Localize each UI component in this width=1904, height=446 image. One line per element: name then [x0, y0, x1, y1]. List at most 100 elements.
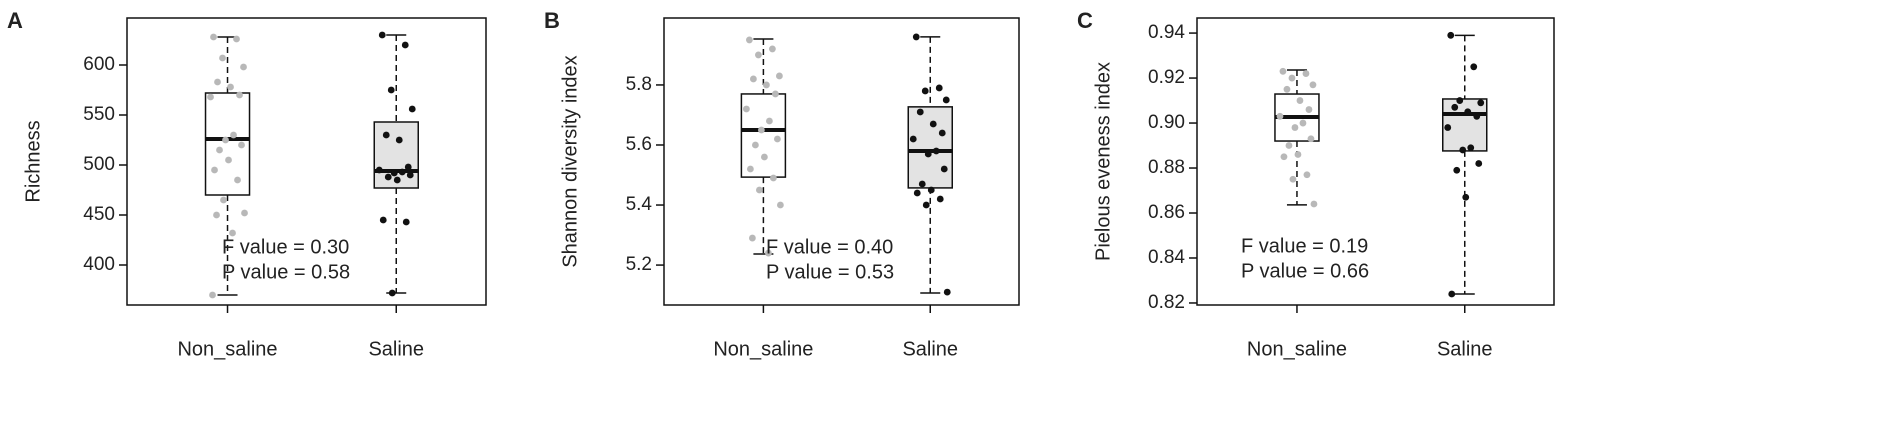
data-point — [227, 83, 234, 91]
data-point — [1289, 175, 1297, 183]
data-point — [406, 171, 414, 179]
data-point — [770, 174, 777, 182]
data-point — [207, 93, 214, 101]
data-point — [912, 33, 920, 41]
data-point — [1456, 97, 1464, 104]
data-point — [918, 180, 926, 188]
data-point — [758, 126, 765, 134]
panel-label: A — [7, 8, 23, 33]
data-point — [929, 120, 937, 128]
y-tick-label: 0.90 — [1148, 112, 1185, 133]
data-point — [402, 218, 410, 226]
data-point — [1464, 108, 1472, 116]
data-point — [936, 195, 944, 203]
data-point — [219, 54, 226, 62]
data-point — [1283, 85, 1291, 93]
data-point — [1309, 81, 1317, 89]
data-point — [942, 96, 950, 104]
data-point — [1299, 119, 1307, 127]
y-tick-label: 0.86 — [1148, 202, 1185, 223]
data-point — [240, 63, 247, 71]
annotation: F value = 0.30 — [222, 236, 349, 258]
data-point — [943, 288, 951, 296]
data-point — [761, 153, 768, 161]
box — [1442, 98, 1488, 152]
data-point — [916, 108, 924, 116]
data-point — [765, 249, 772, 257]
data-point — [1459, 146, 1467, 154]
data-point — [401, 41, 409, 49]
data-point — [393, 176, 401, 184]
panel-label: C — [1077, 8, 1093, 33]
data-point — [769, 45, 776, 53]
data-point — [408, 105, 416, 113]
data-point — [1475, 160, 1483, 167]
data-point — [772, 90, 779, 98]
data-point — [755, 51, 762, 59]
data-point — [909, 135, 917, 143]
data-point — [214, 78, 221, 86]
data-point — [1303, 171, 1311, 179]
y-tick-label: 0.94 — [1148, 22, 1185, 43]
data-point — [229, 229, 236, 237]
data-point — [1288, 74, 1296, 82]
y-axis-label: Shannon diversity index — [559, 55, 581, 267]
annotation: F value = 0.19 — [1241, 235, 1368, 257]
annotation: P value = 0.58 — [222, 261, 350, 283]
data-point — [390, 169, 398, 177]
data-point — [1470, 63, 1478, 71]
y-tick-label: 5.6 — [626, 134, 652, 155]
data-point — [220, 196, 227, 204]
x-tick-label: Saline — [902, 338, 958, 360]
data-point — [747, 165, 754, 173]
annotation: P value = 0.53 — [766, 261, 894, 283]
data-point — [921, 87, 929, 95]
data-point — [940, 165, 948, 173]
y-tick-label: 5.4 — [626, 194, 653, 215]
y-tick-label: 550 — [83, 104, 115, 125]
data-point — [938, 129, 946, 137]
data-point — [1291, 124, 1299, 131]
x-tick-label: Saline — [368, 338, 424, 360]
data-point — [1462, 193, 1470, 201]
plot-frame — [663, 17, 1020, 306]
data-point — [216, 146, 223, 154]
data-point — [209, 291, 216, 299]
data-point — [756, 186, 763, 194]
data-point — [1302, 70, 1310, 77]
data-point — [395, 136, 403, 144]
data-point — [1451, 103, 1459, 111]
data-point — [913, 189, 921, 197]
annotation: P value = 0.66 — [1241, 260, 1369, 282]
y-tick-label: 500 — [83, 154, 115, 175]
data-point — [238, 141, 245, 149]
y-tick-label: 5.8 — [626, 74, 652, 95]
y-axis-label: Pielous eveness index — [1092, 62, 1114, 261]
data-point — [750, 75, 757, 83]
data-point — [1453, 166, 1461, 174]
data-point — [225, 156, 232, 164]
data-point — [241, 209, 248, 217]
data-point — [236, 91, 243, 99]
y-tick-label: 600 — [83, 54, 115, 75]
data-point — [766, 117, 773, 125]
data-point — [1477, 99, 1485, 107]
y-tick-label: 0.92 — [1148, 67, 1185, 88]
y-tick-label: 450 — [83, 204, 115, 225]
x-tick-label: Non_saline — [177, 338, 277, 360]
data-point — [1296, 97, 1304, 104]
x-tick-label: Non_saline — [713, 338, 813, 360]
data-point — [1444, 124, 1452, 131]
annotation: F value = 0.40 — [766, 236, 893, 258]
data-point — [387, 86, 395, 94]
data-point — [378, 31, 386, 39]
data-point — [922, 201, 930, 209]
data-point — [1285, 142, 1293, 149]
data-point — [1473, 112, 1481, 120]
data-point — [1294, 151, 1302, 158]
data-point — [749, 234, 756, 242]
data-point — [763, 81, 770, 89]
data-point — [1305, 106, 1313, 113]
box — [907, 106, 953, 189]
